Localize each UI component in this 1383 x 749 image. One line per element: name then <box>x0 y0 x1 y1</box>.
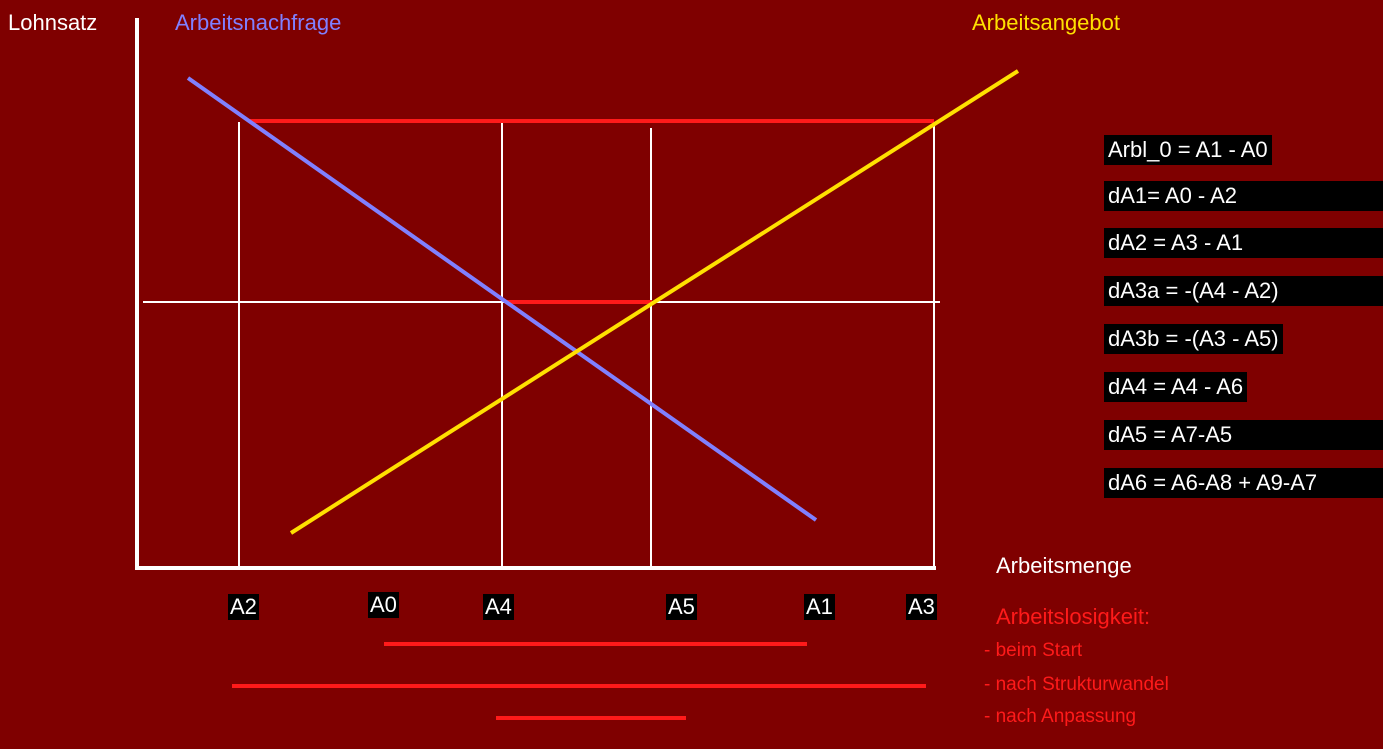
tick-label-a2: A2 <box>228 594 259 620</box>
formula-da6: dA6 = A6-A8 + A9-A7 <box>1104 468 1383 498</box>
tick-label-a4: A4 <box>483 594 514 620</box>
formula-da3b: dA3b = -(A3 - A5) <box>1104 324 1283 354</box>
unemployment-legend-structural: - nach Strukturwandel <box>984 674 1169 695</box>
x-axis-label: Arbeitsmenge <box>996 553 1132 578</box>
formula-da5: dA5 = A7-A5 <box>1104 420 1383 450</box>
unemployment-legend-start: - beim Start <box>984 640 1083 661</box>
y-axis-label: Lohnsatz <box>8 10 98 35</box>
demand-curve <box>186 76 818 522</box>
tick-label-a0: A0 <box>368 592 399 618</box>
formula-da3a: dA3a = -(A4 - A2) <box>1104 276 1383 306</box>
tick-label-a5: A5 <box>666 594 697 620</box>
formula-da4: dA4 = A4 - A6 <box>1104 372 1248 402</box>
supply-curve <box>289 69 1020 535</box>
demand-curve-label: Arbeitsnachfrage <box>175 10 342 35</box>
formula-da2: dA2 = A3 - A1 <box>1104 228 1383 258</box>
tick-label-a1: A1 <box>804 594 835 620</box>
unemployment-legend-adjustment: - nach Anpassung <box>984 706 1137 727</box>
supply-curve-label: Arbeitsangebot <box>972 10 1120 35</box>
formula-da1: dA1= A0 - A2 <box>1104 181 1383 211</box>
formula-arbl-0: Arbl_0 = A1 - A0 <box>1104 135 1272 165</box>
tick-label-a3: A3 <box>906 594 937 620</box>
unemployment-legend-title: Arbeitslosigkeit: <box>996 604 1151 629</box>
